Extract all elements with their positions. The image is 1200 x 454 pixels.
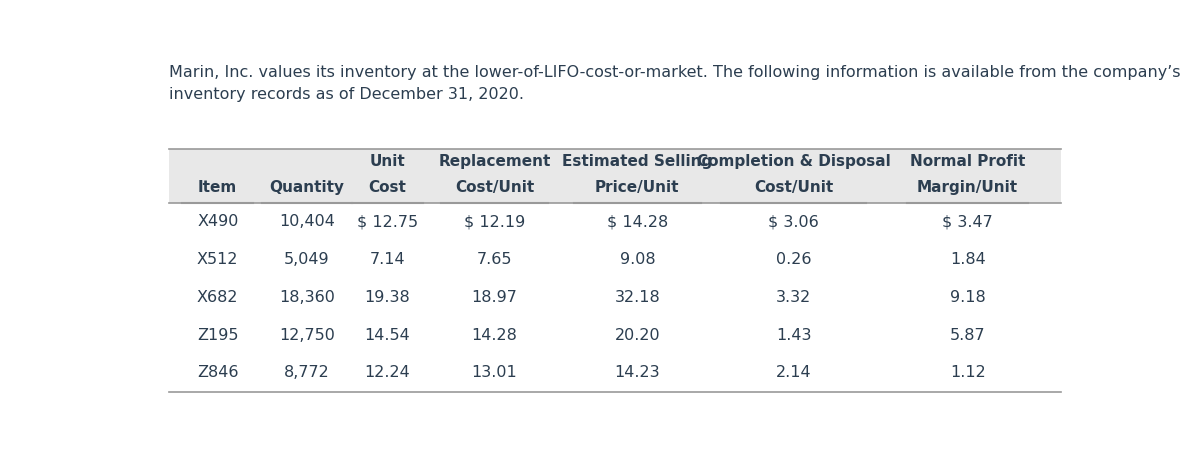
Text: Item: Item [198,180,238,195]
Text: Unit: Unit [370,154,406,169]
Text: Estimated Selling: Estimated Selling [562,154,713,169]
Text: 1.43: 1.43 [776,328,811,343]
Text: 18,360: 18,360 [280,290,335,305]
Text: Cost/Unit: Cost/Unit [455,180,534,195]
Text: Normal Profit: Normal Profit [910,154,1025,169]
Text: Completion & Disposal: Completion & Disposal [697,154,890,169]
Text: 3.32: 3.32 [776,290,811,305]
Text: Quantity: Quantity [270,180,344,195]
Text: 0.26: 0.26 [776,252,811,267]
Text: 8,772: 8,772 [284,365,330,380]
Text: 14.23: 14.23 [614,365,660,380]
Text: 12.24: 12.24 [365,365,410,380]
Text: $ 12.19: $ 12.19 [464,214,526,229]
Text: Margin/Unit: Margin/Unit [917,180,1019,195]
Text: $ 3.47: $ 3.47 [942,214,994,229]
Text: 20.20: 20.20 [614,328,660,343]
Text: X682: X682 [197,290,239,305]
Text: 18.97: 18.97 [472,290,517,305]
Text: Price/Unit: Price/Unit [595,180,679,195]
Text: Cost/Unit: Cost/Unit [754,180,833,195]
Text: 12,750: 12,750 [280,328,335,343]
Text: Replacement: Replacement [438,154,551,169]
Text: Z195: Z195 [197,328,239,343]
Text: 19.38: 19.38 [365,290,410,305]
Text: 7.65: 7.65 [476,252,512,267]
Text: 9.08: 9.08 [619,252,655,267]
Text: 14.54: 14.54 [365,328,410,343]
Text: 10,404: 10,404 [280,214,335,229]
FancyBboxPatch shape [168,149,1062,203]
Text: 1.84: 1.84 [949,252,985,267]
Text: 5,049: 5,049 [284,252,330,267]
Text: 14.28: 14.28 [472,328,517,343]
Text: 1.12: 1.12 [949,365,985,380]
Text: 9.18: 9.18 [949,290,985,305]
Text: 13.01: 13.01 [472,365,517,380]
Text: Marin, Inc. values its inventory at the lower-of-LIFO-cost-or-market. The follow: Marin, Inc. values its inventory at the … [168,65,1180,102]
Text: $ 3.06: $ 3.06 [768,214,818,229]
Text: Z846: Z846 [197,365,239,380]
Text: 5.87: 5.87 [950,328,985,343]
Text: 7.14: 7.14 [370,252,406,267]
Text: $ 12.75: $ 12.75 [356,214,418,229]
Text: 32.18: 32.18 [614,290,660,305]
Text: X512: X512 [197,252,239,267]
Text: 2.14: 2.14 [775,365,811,380]
Text: Cost: Cost [368,180,407,195]
Text: X490: X490 [197,214,239,229]
Text: $ 14.28: $ 14.28 [607,214,668,229]
